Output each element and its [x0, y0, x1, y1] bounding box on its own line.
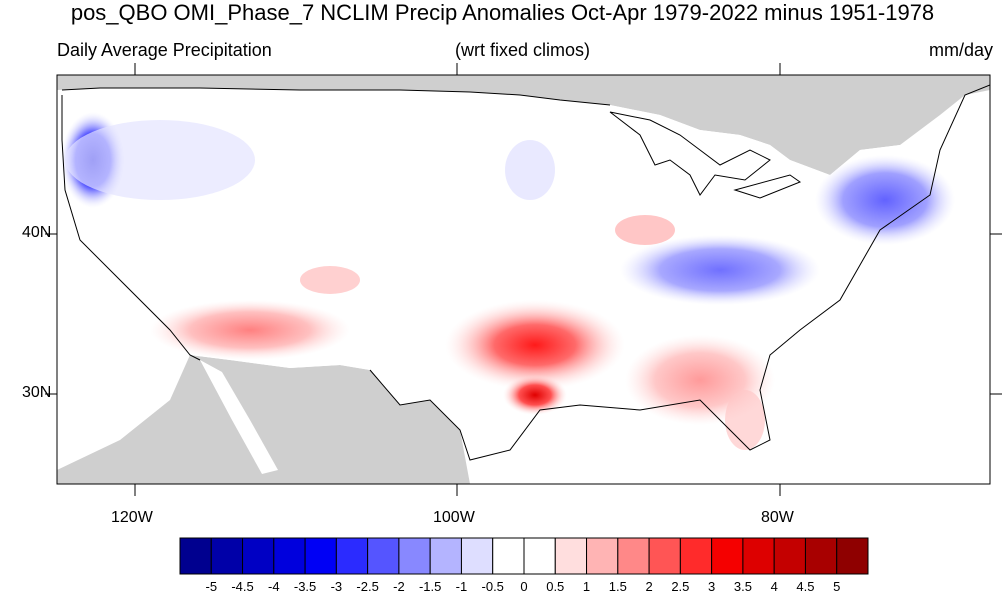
colorbar-swatch — [523, 537, 556, 575]
colorbar-swatch — [648, 537, 681, 575]
colorbar-swatch — [398, 537, 431, 575]
colorbar-label: 2.5 — [671, 579, 689, 594]
colorbar-swatch — [711, 537, 744, 575]
lon-label-120w: 120W — [111, 509, 153, 526]
colorbar-swatch — [460, 537, 494, 575]
colorbar-label: 2 — [645, 579, 652, 594]
tx-red-anomaly — [445, 300, 625, 390]
colorbar-label: 5 — [833, 579, 840, 594]
colorbar-swatch — [586, 537, 619, 575]
colorbar-swatch — [773, 537, 806, 575]
colorbar-swatch — [429, 537, 462, 575]
colorbar-swatch — [617, 537, 650, 575]
colorbar-swatch — [554, 537, 588, 575]
colorbar-label: -4.5 — [231, 579, 253, 594]
map-title: pos_QBO OMI_Phase_7 NCLIM Precip Anomali… — [70, 0, 935, 25]
colorbar-label: -1 — [456, 579, 468, 594]
ne-blue-anomaly — [815, 155, 955, 245]
center-subtitle: (wrt fixed climos) — [455, 40, 591, 60]
colorbar-swatch — [367, 537, 400, 575]
colorbar-label: 0 — [520, 579, 527, 594]
baja-sea — [200, 360, 278, 474]
colorbar-label: 1 — [583, 579, 590, 594]
colorbar-swatch — [804, 537, 838, 575]
nw-blue-halo — [65, 120, 255, 200]
colorbar-label: -2.5 — [356, 579, 378, 594]
colorbar-label: -3.5 — [294, 579, 316, 594]
colorbar-swatch — [304, 537, 337, 575]
colorbar-swatch — [179, 537, 212, 575]
colorbar-label: -4 — [268, 579, 280, 594]
lon-label-100w: 100W — [433, 509, 475, 526]
ohio-blue-anomaly — [620, 235, 820, 305]
colorbar-label: 3 — [708, 579, 715, 594]
plains-blue-anomaly — [505, 140, 555, 200]
canada-border — [61, 87, 611, 106]
colorbar-swatch — [836, 537, 869, 575]
colorbar-label: -2 — [393, 579, 405, 594]
lon-label-80w: 80W — [761, 509, 794, 526]
coastline — [61, 84, 990, 461]
colorbar-label: 4 — [771, 579, 778, 594]
lat-label-40n: 40N — [22, 224, 52, 241]
colorbar-label: -1.5 — [419, 579, 441, 594]
colorbar-swatch — [210, 537, 244, 575]
colorbar-label: 1.5 — [609, 579, 627, 594]
gulf-red-anomaly — [503, 375, 567, 415]
colorbar-label: 4.5 — [796, 579, 814, 594]
colorbar-swatch — [679, 537, 713, 575]
left-subtitle: Daily Average Precipitation — [57, 40, 272, 60]
colorbar-swatch — [335, 537, 369, 575]
lat-label-30n: 30N — [22, 384, 52, 401]
colorbar-swatch — [273, 537, 306, 575]
map-frame — [56, 74, 991, 485]
colorbar-label: 0.5 — [546, 579, 564, 594]
great-lakes — [609, 111, 771, 196]
mexico-land — [57, 355, 470, 484]
il-red-anomaly — [615, 215, 675, 245]
colorbar-swatch — [492, 537, 525, 575]
lake-erie — [733, 174, 802, 199]
colorbar-swatch — [742, 537, 775, 575]
co-red-anomaly — [300, 266, 360, 294]
colorbar-swatch — [242, 537, 275, 575]
colorbar-label: -3 — [331, 579, 343, 594]
units-label: mm/day — [928, 40, 993, 60]
colorbar-label: -5 — [205, 579, 217, 594]
colorbar-label: 3.5 — [734, 579, 752, 594]
canada-land — [57, 75, 990, 175]
colorbar-label: -0.5 — [482, 579, 504, 594]
sw-red-anomaly — [150, 300, 350, 360]
